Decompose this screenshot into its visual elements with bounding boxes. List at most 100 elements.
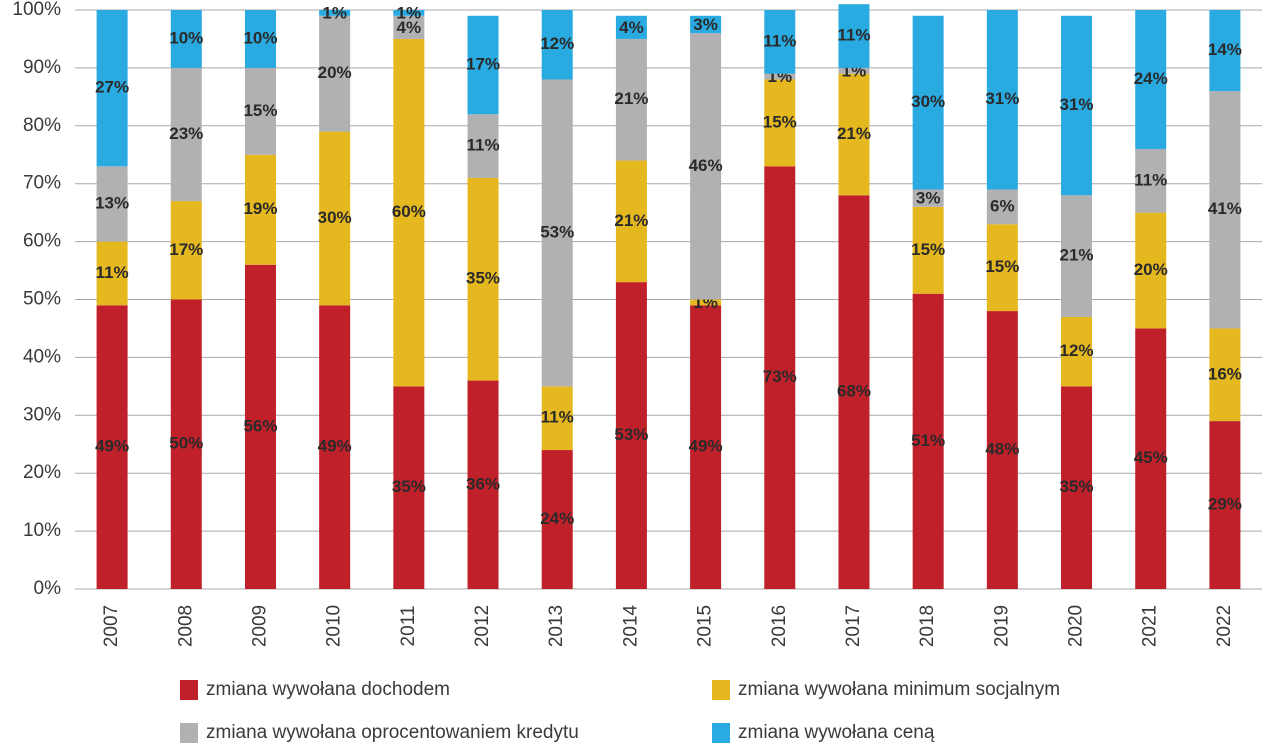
value-label: 13%: [95, 193, 129, 212]
bar-segment: [1209, 328, 1241, 422]
bar-segment: [1135, 212, 1167, 329]
bar-segment: [467, 114, 499, 178]
bar-segment: [986, 224, 1018, 312]
value-label: 3%: [916, 189, 941, 208]
y-tick-label: 70%: [23, 173, 61, 194]
bar-segment: [96, 166, 128, 242]
bar-segment: [912, 189, 944, 207]
value-label: 11%: [1134, 170, 1167, 189]
bar-segment: [1061, 15, 1093, 196]
value-label: 35%: [466, 269, 500, 288]
bar-segment: [615, 38, 647, 161]
value-label: 53%: [540, 222, 574, 241]
legend-label: zmiana wywołana oprocentowaniem kredytu: [206, 722, 579, 743]
bar-segment: [96, 305, 128, 589]
bar-segment: [467, 177, 499, 381]
x-tick-label: 2022: [1214, 605, 1235, 647]
legend-swatch: [180, 680, 198, 700]
value-label: 35%: [392, 477, 426, 496]
bar-segment: [170, 201, 202, 300]
value-label: 53%: [614, 425, 648, 444]
value-label: 24%: [1134, 69, 1168, 88]
bar-segment: [615, 15, 647, 39]
value-label: 17%: [466, 54, 500, 73]
bar-segment: [912, 206, 944, 294]
value-label: 10%: [243, 28, 277, 47]
value-label: 56%: [243, 416, 277, 435]
value-label: 3%: [693, 15, 718, 34]
bar-segment: [393, 15, 425, 39]
x-tick-label: 2013: [546, 605, 567, 647]
bar-segment: [541, 386, 573, 451]
value-label: 15%: [243, 101, 277, 120]
bar-segment: [690, 305, 722, 589]
x-tick-label: 2011: [398, 606, 419, 647]
value-label: 20%: [1134, 260, 1168, 279]
y-tick-label: 40%: [23, 346, 61, 367]
y-tick-label: 50%: [23, 289, 61, 310]
value-label: 35%: [1060, 477, 1094, 496]
legend-swatch: [180, 723, 198, 743]
bar-segment: [764, 79, 796, 167]
bar-segment: [244, 264, 276, 589]
value-label: 36%: [466, 474, 500, 493]
value-label: 41%: [1208, 199, 1242, 218]
value-label: 27%: [95, 78, 129, 97]
x-tick-label: 2020: [1066, 605, 1087, 647]
x-tick-label: 2021: [1140, 605, 1161, 647]
bar-segment: [467, 15, 499, 115]
bar-segment: [96, 10, 128, 167]
y-tick-label: 10%: [23, 520, 61, 541]
y-tick-label: 60%: [23, 231, 61, 252]
bar-segment: [1061, 386, 1093, 589]
bar-segment: [838, 195, 870, 589]
bar-segment: [838, 67, 870, 74]
bar-segment: [764, 73, 796, 80]
x-tick-label: 2017: [843, 605, 864, 647]
value-label: 11%: [466, 136, 499, 155]
x-tick-label: 2008: [175, 605, 196, 647]
value-label: 19%: [243, 199, 277, 218]
x-tick-label: 2009: [249, 605, 270, 647]
value-label: 4%: [397, 18, 422, 37]
value-label: 11%: [837, 26, 870, 45]
bar-segment: [912, 293, 944, 589]
bar-segment: [690, 15, 722, 34]
bar-segment: [838, 4, 870, 68]
value-label: 14%: [1208, 40, 1242, 59]
bar-segment: [170, 10, 202, 68]
value-label: 21%: [837, 124, 871, 143]
x-tick-label: 2016: [769, 605, 790, 647]
bar-segment: [1135, 328, 1167, 589]
value-label: 11%: [96, 263, 129, 282]
value-label: 68%: [837, 382, 871, 401]
value-label: 15%: [763, 112, 797, 131]
value-label: 29%: [1208, 495, 1242, 514]
bar-segment: [170, 299, 202, 589]
bar-segment: [319, 305, 351, 589]
y-tick-label: 80%: [23, 115, 61, 136]
value-label: 11%: [763, 31, 796, 50]
legend-swatch: [712, 680, 730, 700]
bar-segment: [541, 450, 573, 589]
value-label: 49%: [95, 437, 129, 456]
y-tick-label: 100%: [12, 0, 61, 20]
value-label: 20%: [318, 63, 352, 82]
value-label: 12%: [1060, 341, 1094, 360]
value-label: 30%: [318, 208, 352, 227]
x-tick-label: 2018: [917, 605, 938, 647]
value-label: 48%: [985, 440, 1019, 459]
bar-segment: [244, 67, 276, 155]
bar-segment: [838, 73, 870, 196]
y-tick-label: 30%: [23, 404, 61, 425]
bar-segment: [319, 10, 351, 16]
value-label: 24%: [540, 509, 574, 528]
bar-segment: [244, 154, 276, 265]
value-label: 4%: [619, 18, 644, 37]
value-label: 45%: [1134, 448, 1168, 467]
y-tick-label: 90%: [23, 57, 61, 78]
y-tick-label: 20%: [23, 462, 61, 483]
y-tick-label: 0%: [34, 578, 62, 599]
bar-segment: [690, 299, 722, 306]
